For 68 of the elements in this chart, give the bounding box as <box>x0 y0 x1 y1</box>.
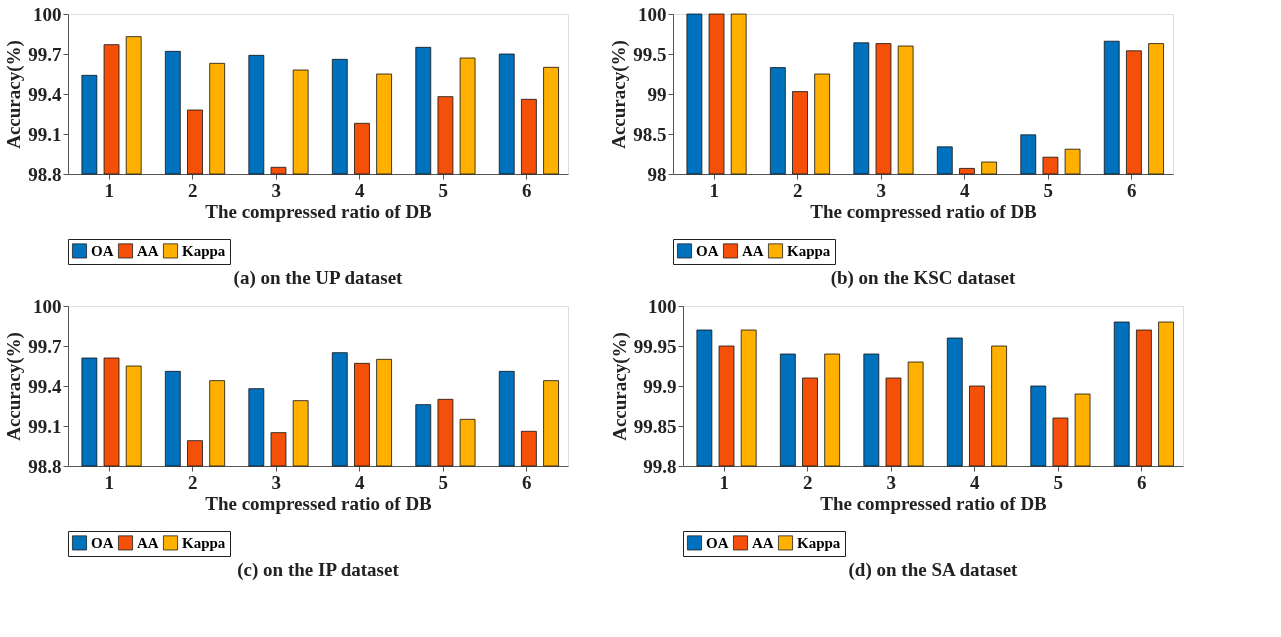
x-tick-label: 3 <box>876 179 887 201</box>
legend-label: AA <box>752 534 774 551</box>
legend-label: Kappa <box>797 534 841 551</box>
x-axis-title: The compressed ratio of DB <box>820 492 1048 514</box>
x-tick-label: 5 <box>1053 471 1063 493</box>
y-tick-label: 98 <box>647 163 667 185</box>
x-tick-label: 5 <box>438 471 448 493</box>
x-tick-label: 1 <box>719 471 730 493</box>
text: (c) on the IP dataset <box>237 558 400 581</box>
x-tick-label: 3 <box>271 179 282 201</box>
x-axis-title: The compressed ratio of DB <box>810 200 1038 222</box>
y-axis-title: Accuracy(%) <box>3 40 26 149</box>
y-tick-label: 100 <box>33 3 62 25</box>
x-tick-label: 4 <box>354 471 365 493</box>
x-tick-label: 1 <box>104 471 115 493</box>
y-tick-label: 99.9 <box>643 375 677 397</box>
y-axis-title: Accuracy(%) <box>608 40 631 149</box>
x-tick-label: 1 <box>104 179 115 201</box>
y-tick-label: 98.8 <box>28 163 62 185</box>
y-axis-title: Accuracy(%) <box>3 332 26 441</box>
y-tick-label: 100 <box>33 295 62 317</box>
y-tick-label: 98.5 <box>633 123 667 145</box>
x-tick-label: 5 <box>1043 179 1053 201</box>
y-tick-label: 99.5 <box>633 43 667 65</box>
y-tick-label: 100 <box>648 295 677 317</box>
y-tick-label: 99.95 <box>633 335 677 357</box>
legend-label: AA <box>742 242 764 259</box>
x-tick-label: 6 <box>1126 179 1137 201</box>
x-tick-label: 2 <box>793 179 803 201</box>
y-tick-label: 99.4 <box>28 83 62 105</box>
x-tick-label: 4 <box>354 179 365 201</box>
legend-label: AA <box>137 242 159 259</box>
y-tick-label: 100 <box>638 3 667 25</box>
x-axis-title: The compressed ratio of DB <box>205 492 433 514</box>
x-tick-label: 2 <box>188 471 198 493</box>
x-tick-label: 2 <box>188 179 198 201</box>
x-axis-title: The compressed ratio of DB <box>205 200 433 222</box>
legend-label: AA <box>137 534 159 551</box>
y-tick-label: 98.8 <box>28 455 62 477</box>
text: (b) on the KSC dataset <box>830 266 1017 289</box>
y-tick-label: 99.8 <box>643 455 677 477</box>
y-tick-label: 99.85 <box>633 415 677 437</box>
y-tick-label: 99.4 <box>28 375 62 397</box>
y-tick-label: 99.1 <box>28 123 62 145</box>
y-tick-label: 99.1 <box>28 415 62 437</box>
x-tick-label: 4 <box>959 179 970 201</box>
y-axis-title: Accuracy(%) <box>608 332 631 441</box>
y-tick-label: 99 <box>647 83 667 105</box>
legend-label: Kappa <box>182 534 226 551</box>
x-tick-label: 3 <box>886 471 897 493</box>
legend-label: Kappa <box>787 242 831 259</box>
y-tick-label: 99.7 <box>28 335 62 357</box>
legend-label: OA <box>91 242 114 259</box>
legend-label: OA <box>706 534 729 551</box>
x-tick-label: 2 <box>803 471 813 493</box>
legend-label: Kappa <box>182 242 226 259</box>
text: (a) on the UP dataset <box>233 266 404 289</box>
text: (d) on the SA dataset <box>848 558 1019 581</box>
x-tick-label: 6 <box>1136 471 1147 493</box>
legend-label: OA <box>696 242 719 259</box>
x-tick-label: 1 <box>709 179 720 201</box>
y-tick-label: 99.7 <box>28 43 62 65</box>
legend-label: OA <box>91 534 114 551</box>
x-tick-label: 3 <box>271 471 282 493</box>
x-tick-label: 5 <box>438 179 448 201</box>
x-tick-label: 6 <box>521 179 532 201</box>
x-tick-label: 6 <box>521 471 532 493</box>
x-tick-label: 4 <box>969 471 980 493</box>
